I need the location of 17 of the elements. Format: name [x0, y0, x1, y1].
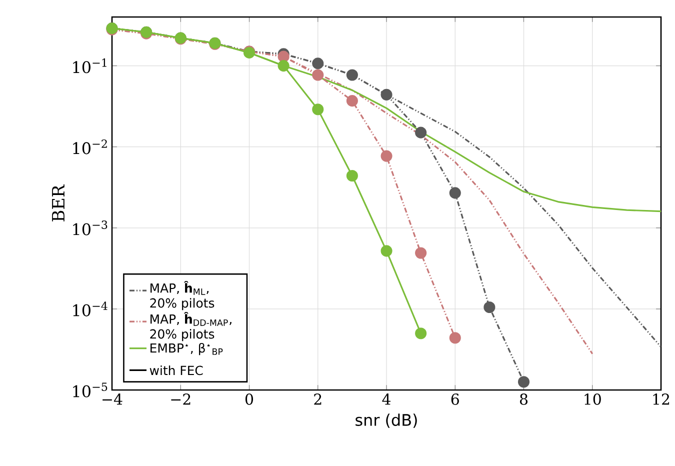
x-tick-label: 6: [451, 394, 459, 405]
x-tick-label: −2: [171, 394, 190, 405]
x-tick-label: 10: [584, 394, 601, 405]
legend-label: with FEC: [150, 366, 203, 376]
y-tick-label: 10$^{−2}$: [73, 139, 107, 154]
x-tick-label: 12: [653, 394, 670, 405]
text: MAP, ĥ$_{DD-MAP}$, 20% pilots: [150, 312, 232, 342]
y-tick-label: 10$^{−1}$: [73, 58, 106, 74]
legend-label: EMBP$^{⋆}$, β$^{⋆}$BP: [150, 343, 223, 356]
x-tick-label: 0: [245, 394, 254, 405]
y-tick-label: 10$^{−3}$: [73, 220, 108, 236]
x-tick-label: 8: [520, 394, 528, 405]
x-axis-title: snr (dB): [356, 414, 417, 428]
x-tick-label: 4: [382, 394, 390, 405]
x-tick-label: 2: [314, 394, 322, 405]
y-axis-title: BER: [52, 184, 64, 222]
y-tick-label: 10$^{−4}$: [73, 302, 108, 316]
